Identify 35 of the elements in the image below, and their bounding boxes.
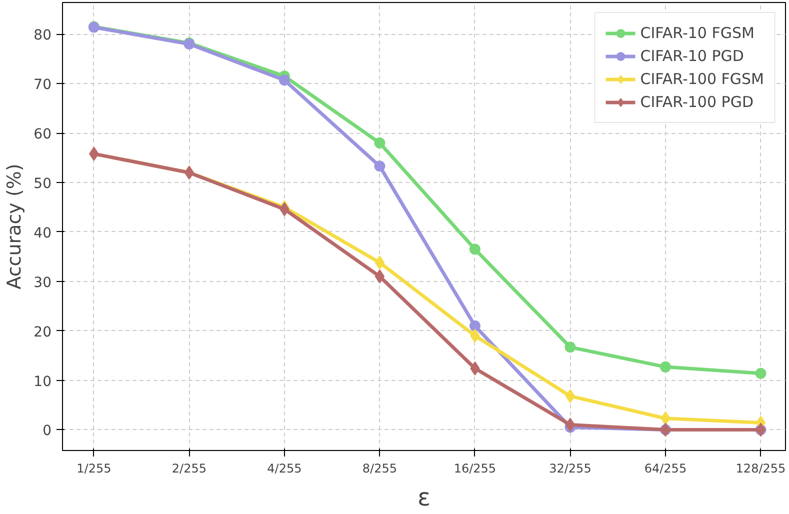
y-tick-label: 80: [34, 28, 52, 44]
x-tick-label: 8/255: [362, 462, 398, 476]
y-tick-label: 10: [34, 374, 52, 390]
legend-label: CIFAR-100 FGSM: [640, 70, 764, 88]
y-tick-label: 30: [34, 274, 52, 291]
x-tick-label: 2/255: [172, 462, 206, 476]
x-axis-title: ε: [418, 484, 430, 512]
x-tick-label: 64/255: [644, 462, 687, 476]
y-tick-label: 20: [34, 324, 52, 340]
x-tick-label: 1/255: [76, 462, 112, 476]
point: [374, 160, 386, 172]
legend-label: CIFAR-10 PGD: [640, 47, 744, 65]
y-tick-label: 60: [34, 126, 52, 143]
legend-label: CIFAR-10 FGSM: [640, 24, 754, 42]
point: [374, 269, 385, 284]
x-tick-label: 4/255: [267, 462, 302, 476]
y-axis-title: Accuracy (%): [4, 164, 26, 290]
point: [278, 74, 290, 86]
x-tick-label: 32/255: [549, 462, 592, 476]
y-tick-label: 50: [34, 176, 52, 192]
point: [374, 256, 385, 270]
point: [565, 389, 576, 404]
point: [565, 418, 576, 432]
y-tick-label: 40: [34, 225, 52, 242]
y-tick-label: 0: [42, 423, 52, 440]
y-tick-label: 70: [34, 77, 52, 94]
point: [660, 361, 671, 372]
point: [755, 368, 766, 379]
x-tick-label: 16/255: [454, 462, 496, 476]
point: [469, 320, 480, 332]
point: [469, 244, 480, 255]
x-tick-label: 128/255: [736, 462, 786, 476]
point: [564, 342, 576, 353]
point: [374, 137, 386, 148]
legend-label: CIFAR-100 PGD: [640, 93, 754, 111]
